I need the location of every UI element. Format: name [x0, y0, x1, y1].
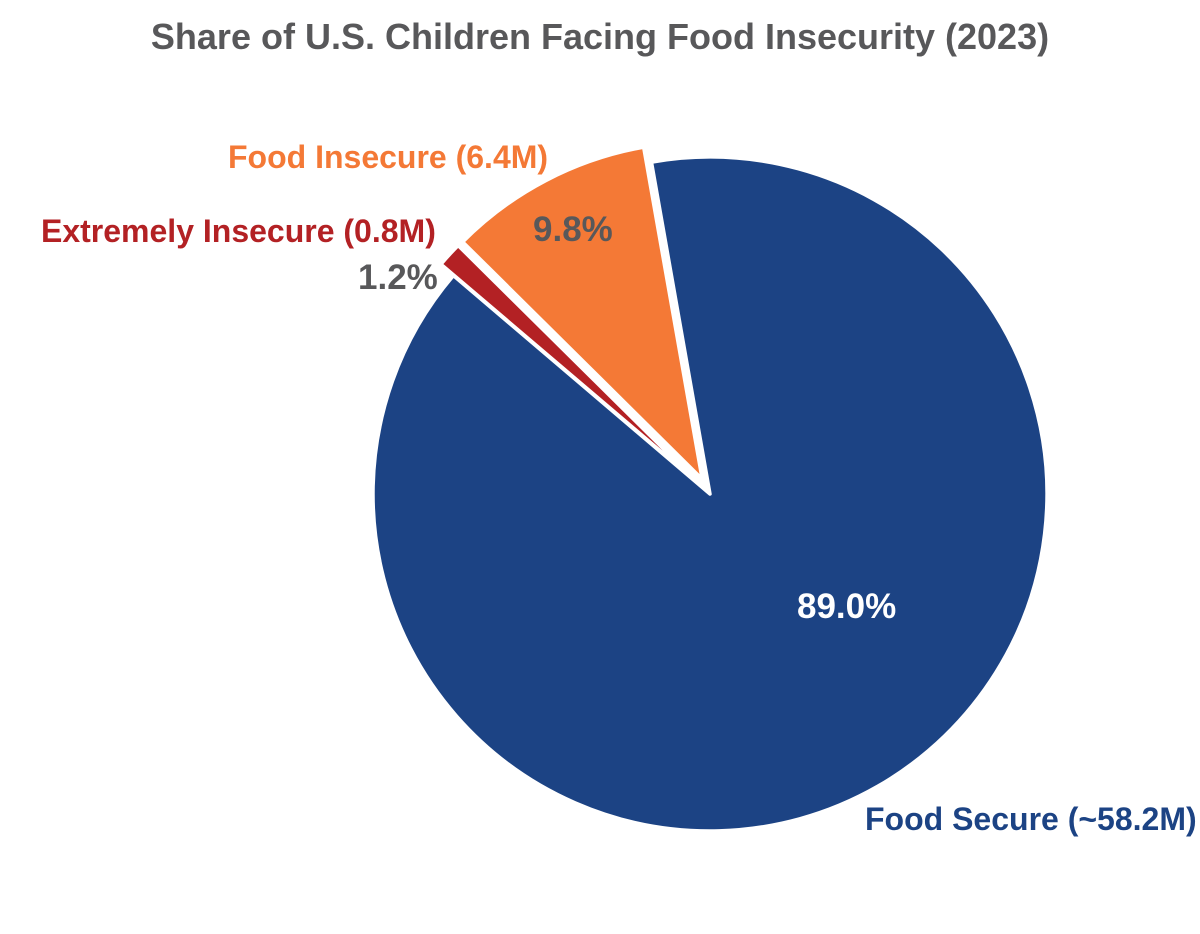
label-food-insecure: Food Insecure (6.4M) — [228, 139, 549, 175]
chart-title: Share of U.S. Children Facing Food Insec… — [150, 16, 1050, 57]
pie-slice-food-insecure — [460, 145, 704, 481]
pct-label-food-secure: 89.0% — [797, 587, 897, 626]
pie-slice-extremely-insecure — [439, 243, 700, 485]
pct-label-food-insecure: 9.8% — [533, 210, 613, 249]
pct-label-extremely-insecure: 1.2% — [358, 258, 438, 297]
label-extremely-insecure: Extremely Insecure (0.8M) — [41, 213, 436, 249]
pie-slice-food-secure — [371, 155, 1049, 833]
label-food-secure: Food Secure (~58.2M) — [865, 801, 1197, 837]
